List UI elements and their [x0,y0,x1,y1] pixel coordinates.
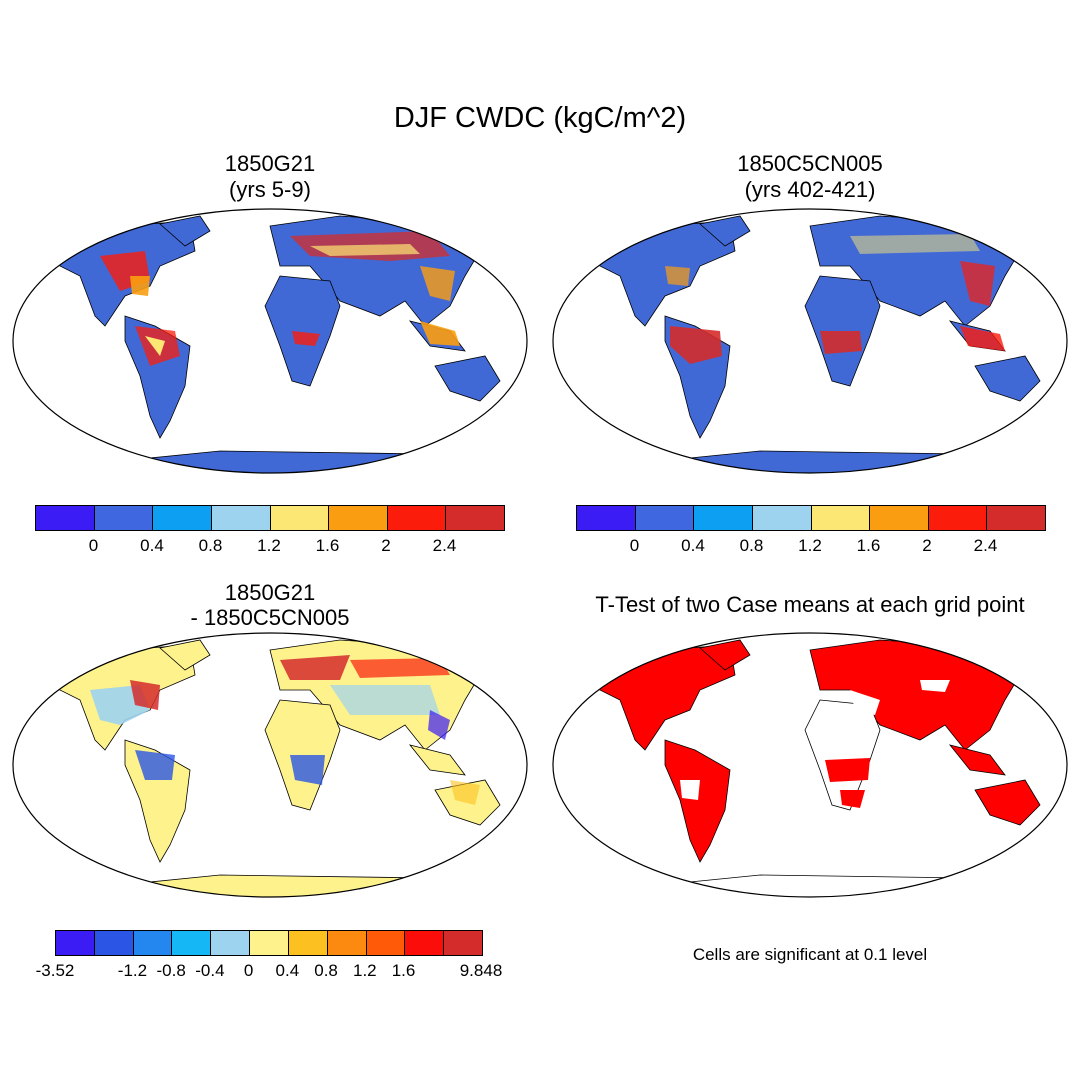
colorbar-tick-label: -3.52 [35,961,75,980]
colorbar-cell [36,506,95,530]
panel-1-title: 1850G21 [224,151,316,176]
colorbar-tick-label: 0.4 [275,961,300,980]
colorbar-cell [56,931,95,955]
colorbar-tick-label: 0 [243,961,254,980]
colorbar-cell [366,931,406,955]
colorbar-tick-label: 0.8 [198,536,223,555]
panel-4-title: T-Test of two Case means at each grid po… [595,592,1025,617]
colorbar-cell [153,506,212,530]
colorbar-cell [250,931,289,955]
colorbar-difference [55,930,483,956]
colorbar-tick-label: 1.6 [856,536,881,555]
colorbar-cell [694,506,753,530]
colorbar-cell [288,931,328,955]
map-panel-difference [12,632,528,898]
high-value-regions [665,234,1005,364]
colorbar-cell [928,506,988,530]
panel-3-subtitle: - 1850C5CN005 [190,605,350,630]
colorbar-cell [446,506,504,530]
colorbar-cell [444,931,482,955]
map-panel-1850G21 [12,208,528,474]
colorbar-cell [211,931,251,955]
continents [39,639,501,897]
colorbar-panel-2 [576,505,1046,531]
colorbar-cell [987,506,1045,530]
map-panel-t-test [552,632,1068,898]
panel-1-subtitle: (yrs 5-9) [229,177,311,202]
colorbar-tick-label: 2.4 [973,536,998,555]
difference-regions [90,655,480,805]
colorbar-tick-label: 0 [88,536,99,555]
significance-note: Cells are significant at 0.1 level [692,945,928,964]
colorbar-tick-label: 1.2 [257,536,281,555]
colorbar-panel-1 [35,505,505,531]
colorbar-tick-label: 0.8 [314,961,338,980]
colorbar-tick-label: 1.6 [391,961,416,980]
colorbar-cell [405,931,445,955]
colorbar-cell [327,931,367,955]
colorbar-tick-label: 2.4 [432,536,457,555]
map-panel-1850C5CN005 [552,208,1068,474]
colorbar-cell [133,931,173,955]
colorbar-tick-label: -1.2 [117,961,148,980]
colorbar-tick-label: 2 [922,536,932,555]
panel-2-title: 1850C5CN005 [737,151,883,176]
colorbar-tick-label: 1.2 [352,961,377,980]
significant-cells [579,639,1041,863]
colorbar-cell [635,506,695,530]
colorbar-cell [752,506,812,530]
colorbar-cell [211,506,271,530]
colorbar-cell [94,931,134,955]
colorbar-cell [329,506,388,530]
colorbar-cell [172,931,212,955]
colorbar-tick-label: 2 [381,536,391,555]
colorbar-tick-label: 0 [629,536,640,555]
panel-3-title: 1850G21 [224,580,316,605]
colorbar-cell [94,506,154,530]
colorbar-tick-label: 0.8 [739,536,764,555]
high-value-regions [100,231,460,366]
colorbar-cell [577,506,636,530]
colorbar-cell [387,506,447,530]
colorbar-tick-label: 1.2 [798,536,822,555]
colorbar-cell [811,506,871,530]
colorbar-tick-label: 0.4 [140,536,164,555]
figure-title: DJF CWDC (kgC/m^2) [393,102,687,134]
colorbar-tick-label: 1.6 [315,536,340,555]
colorbar-tick-label: -0.4 [195,961,225,980]
colorbar-tick-label: 0.4 [681,536,705,555]
colorbar-tick-label: 9.848 [459,961,503,980]
colorbar-tick-label: -0.8 [156,961,186,980]
panel-2-subtitle: (yrs 402-421) [744,177,876,202]
colorbar-cell [870,506,929,530]
colorbar-cell [270,506,330,530]
